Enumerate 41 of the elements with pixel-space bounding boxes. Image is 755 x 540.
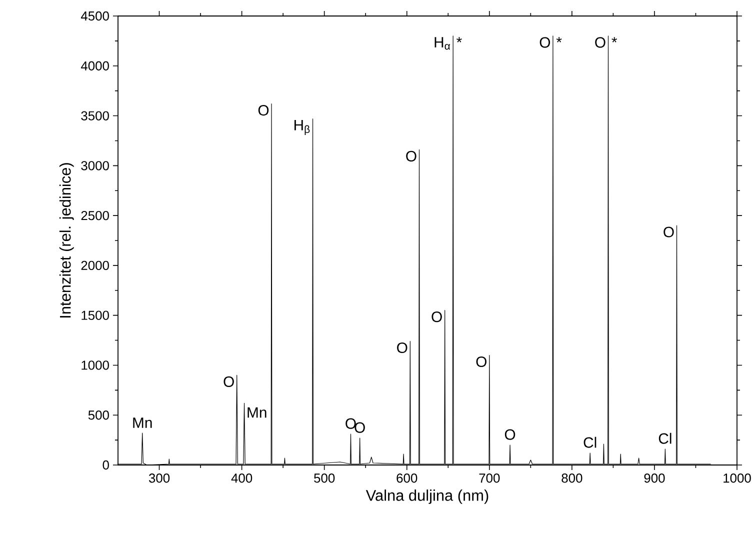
- x-tick-label: 800: [562, 474, 582, 483]
- annotation: Mn: [133, 418, 152, 428]
- y-tick-label: 1000: [82, 360, 109, 370]
- y-tick-label: 1500: [82, 310, 109, 320]
- y-tick-label: 2500: [81, 210, 109, 220]
- annotation: O: [406, 150, 416, 162]
- x-tick-label: 700: [479, 474, 500, 483]
- y-tick-label: 0: [102, 460, 109, 470]
- annotation: *: [612, 37, 618, 42]
- annotation: O: [504, 429, 516, 440]
- x-tick-label: 900: [644, 474, 665, 483]
- annotation: O: [595, 37, 606, 48]
- y-tick-label: 2000: [81, 260, 109, 270]
- annotation: O: [224, 376, 234, 387]
- annotation: O: [258, 105, 269, 116]
- y-tick-label: 500: [88, 410, 109, 420]
- y-tick-label: 3500: [81, 111, 109, 120]
- x-tick-label: 1000: [724, 474, 751, 483]
- annotation: O: [432, 312, 442, 322]
- annotation: Cl: [584, 436, 596, 448]
- annotation: *: [556, 37, 562, 42]
- annotation: H$_{β}$: [294, 120, 310, 136]
- y-axis-title: Intenzitet (rel. jedinice): [59, 163, 74, 318]
- annotation: O: [540, 37, 550, 48]
- x-tick-label: 600: [396, 474, 418, 483]
- annotation: H$_{α}$: [434, 37, 450, 50]
- annotation: *: [456, 37, 462, 42]
- annotation: Cl: [658, 432, 672, 444]
- y-tick-label: 3000: [81, 161, 109, 170]
- annotation: O: [664, 226, 674, 238]
- x-tick-label: 300: [148, 474, 170, 483]
- annotation: O: [397, 342, 408, 354]
- x-tick-label: 500: [314, 474, 335, 483]
- y-tick-label: 4000: [80, 61, 109, 70]
- y-tick-label: 4500: [80, 11, 109, 21]
- x-axis-title: Valna duljina (nm): [366, 490, 488, 504]
- annotation: O: [476, 356, 486, 368]
- annotation: Mn: [248, 407, 266, 418]
- annotation: O: [354, 422, 365, 433]
- annotation: O: [346, 418, 356, 429]
- x-tick-label: 400: [231, 474, 252, 483]
